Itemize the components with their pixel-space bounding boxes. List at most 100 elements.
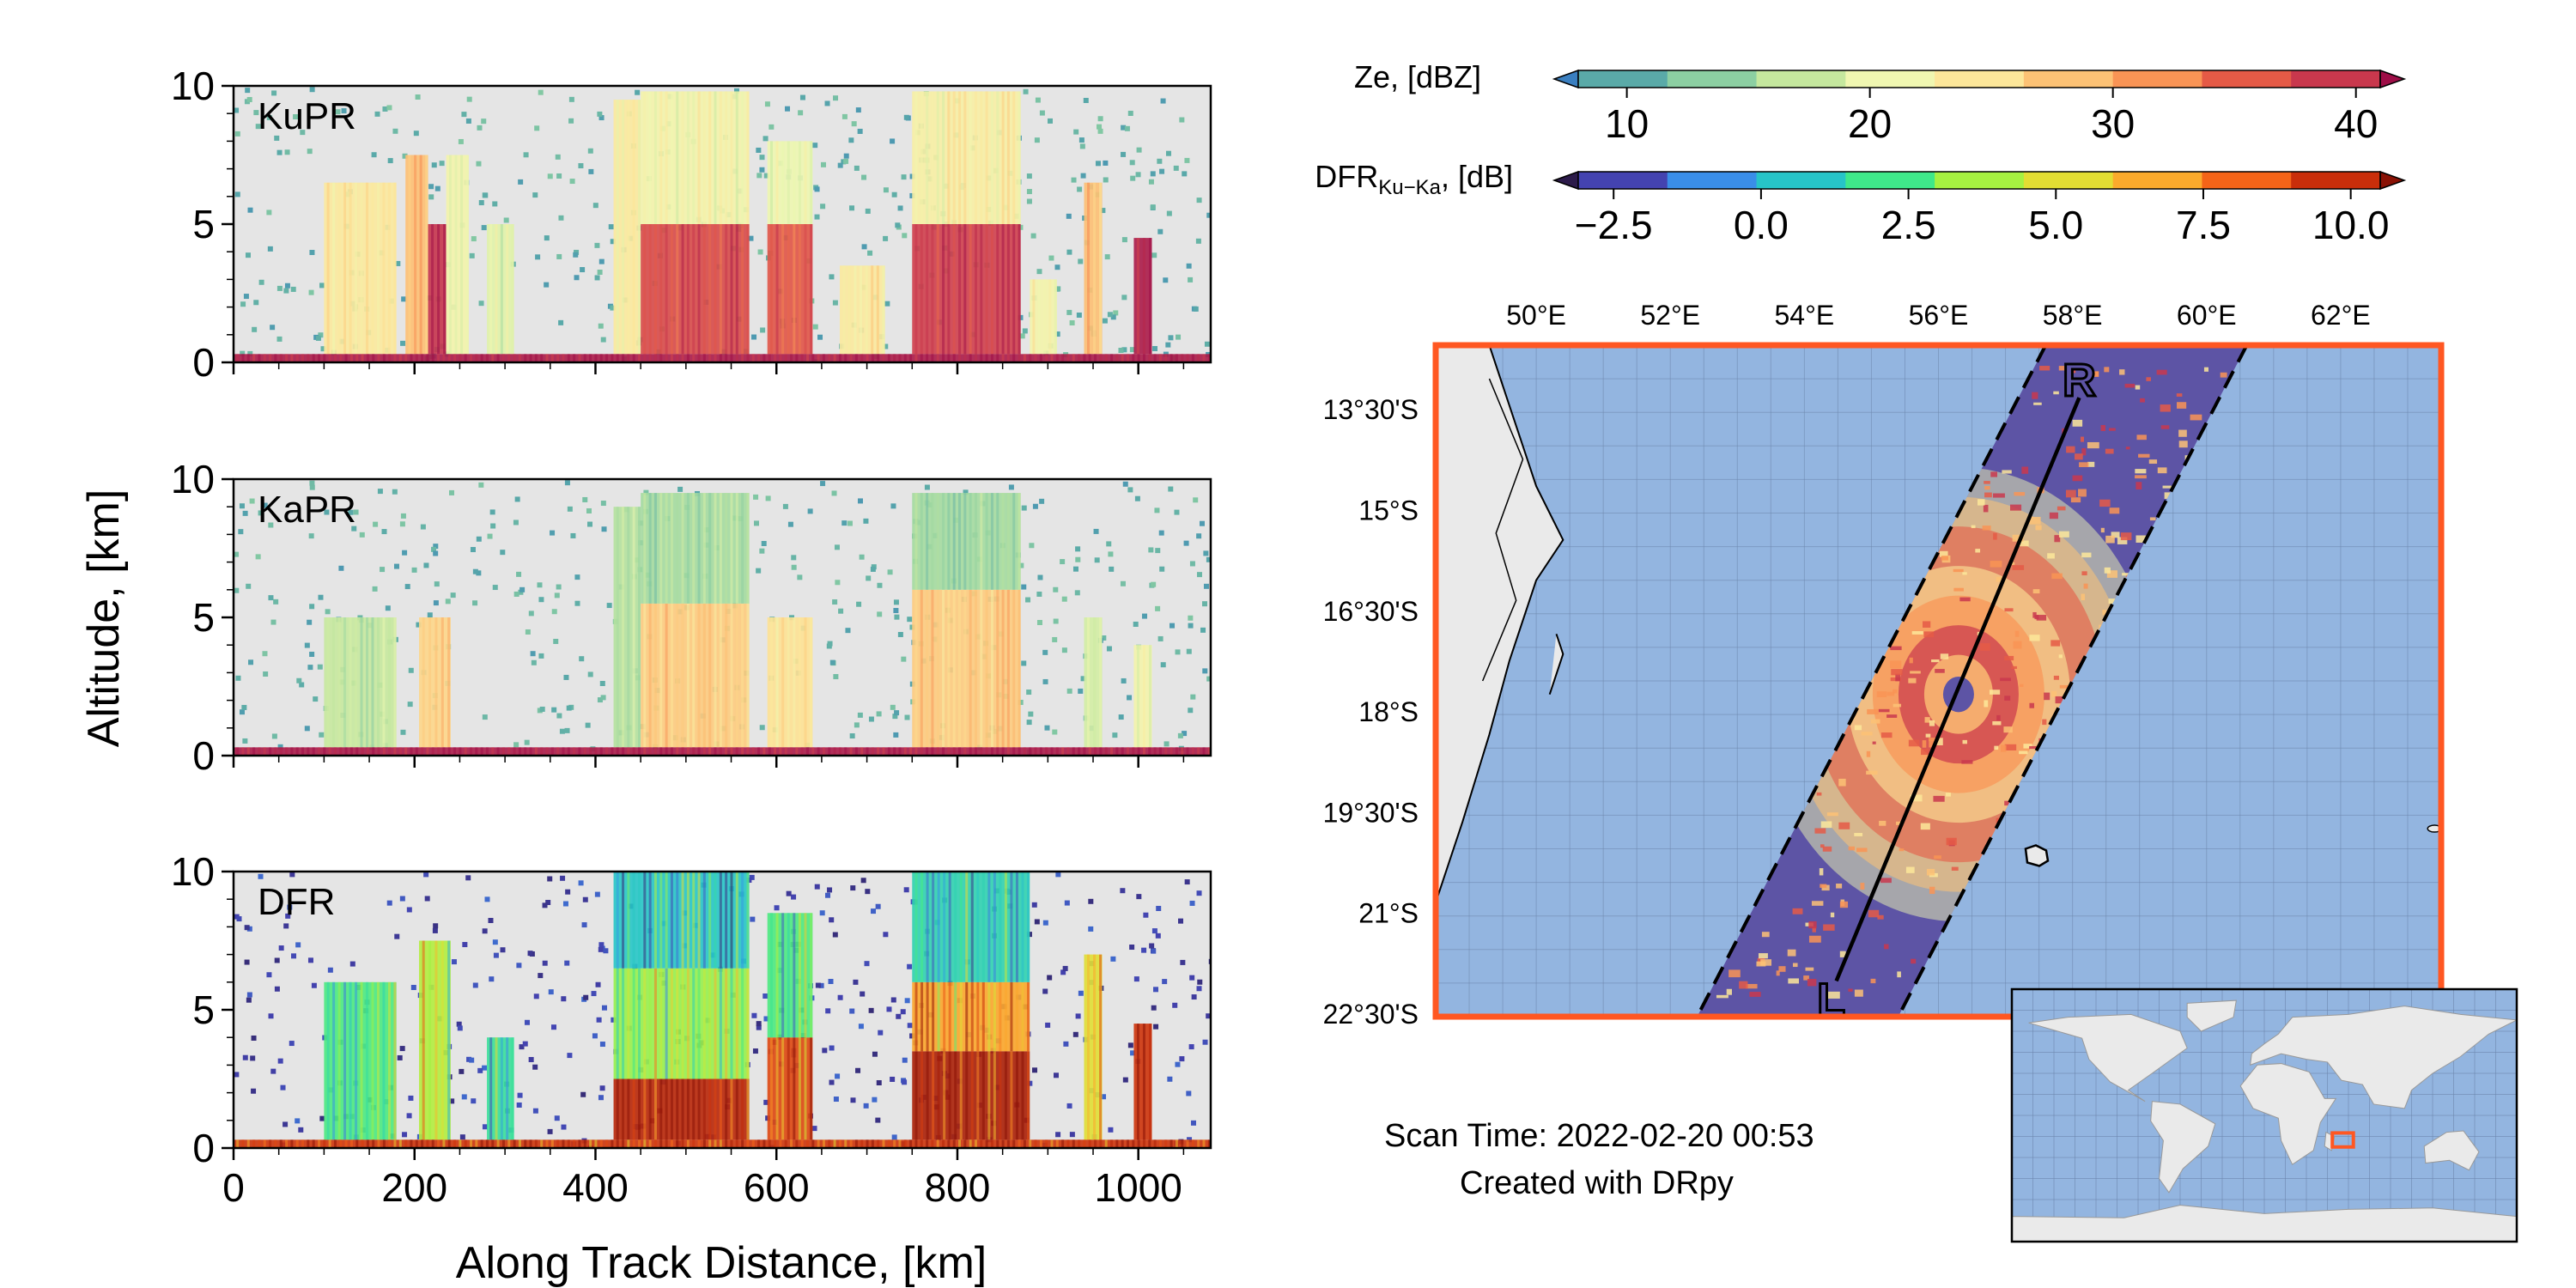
echo-pixel [1861, 732, 1873, 736]
streak [349, 354, 353, 362]
streak [339, 747, 343, 756]
streak [1121, 354, 1124, 362]
speckle [753, 520, 759, 526]
speckle [493, 952, 499, 958]
streak [914, 981, 918, 1052]
streak [1137, 1139, 1140, 1148]
speckle [643, 489, 649, 495]
echo-pixel [1908, 739, 1920, 747]
speckle [482, 714, 488, 720]
speckle [1026, 690, 1032, 696]
y-tick-label: 5 [192, 202, 215, 246]
speckle [1196, 986, 1202, 992]
echo-pixel [1982, 526, 1991, 531]
streak [328, 1139, 331, 1148]
streak [735, 1139, 738, 1148]
streak [1072, 1139, 1075, 1148]
speckle [492, 585, 498, 591]
speckle [1176, 334, 1182, 340]
streak [1012, 224, 1016, 355]
streak [947, 224, 951, 355]
speckle [565, 889, 571, 895]
speckle [851, 121, 857, 127]
colorbar-frame [1577, 171, 2381, 190]
speckle [1035, 97, 1041, 103]
streak [453, 747, 457, 756]
speckle [1163, 741, 1170, 747]
streak [1099, 747, 1103, 756]
speckle [428, 194, 434, 200]
streak [1121, 1139, 1124, 1148]
streak [1006, 91, 1010, 224]
echo-pixel [2042, 719, 2047, 726]
speckle [1196, 890, 1202, 896]
streak [366, 617, 369, 748]
speckle [290, 286, 296, 292]
streak [993, 1051, 996, 1140]
speckle [298, 1127, 304, 1133]
streak [676, 493, 679, 604]
speckle [386, 105, 392, 111]
speckle [246, 926, 252, 932]
streak [848, 265, 851, 355]
streak [1202, 747, 1206, 756]
speckle [551, 609, 557, 615]
streak [485, 354, 489, 362]
streak [810, 1037, 813, 1140]
streak [422, 940, 425, 1140]
streak [627, 872, 630, 969]
streak [372, 354, 375, 362]
speckle [568, 96, 574, 102]
data-cells [234, 872, 1211, 1148]
streak [751, 1139, 755, 1148]
streak [686, 747, 690, 756]
streak [676, 603, 679, 748]
streak [1202, 1139, 1206, 1148]
speckle [277, 1058, 283, 1064]
streak [871, 265, 874, 355]
streak [804, 141, 807, 224]
map-frame [1432, 342, 2445, 1020]
speckle [564, 960, 570, 966]
echo-pixel [1893, 689, 1898, 694]
streak [506, 224, 509, 355]
speckle [1175, 1061, 1181, 1067]
streak [920, 354, 923, 362]
streak [914, 1051, 918, 1140]
speckle [1045, 1022, 1051, 1028]
speckle [1075, 1013, 1081, 1019]
streak [480, 354, 483, 362]
echo-pixel [1929, 739, 1935, 748]
streak [307, 747, 310, 756]
streak [987, 981, 991, 1052]
streak [719, 603, 722, 748]
streak [1026, 1051, 1030, 1140]
streak [985, 91, 988, 224]
speckle [864, 961, 870, 967]
echo-pixel [1839, 901, 1849, 908]
streak [1093, 617, 1097, 748]
streak [459, 1139, 462, 1148]
streak [942, 224, 945, 355]
streak [980, 224, 983, 355]
streak [393, 1139, 397, 1148]
speckle [500, 550, 506, 556]
streak [1115, 1139, 1119, 1148]
speckle [1008, 484, 1014, 490]
speckle [291, 953, 297, 959]
speckle [534, 125, 540, 131]
echo-pixel [1910, 671, 1921, 674]
streak [800, 747, 804, 756]
streak [653, 968, 657, 1079]
echo-pixel [1886, 691, 1895, 696]
colorbar-segment [2023, 172, 2114, 189]
speckle [1188, 708, 1194, 714]
streak [993, 872, 996, 982]
speckle [1066, 309, 1072, 315]
speckle [837, 994, 843, 1000]
streak [382, 747, 386, 756]
speckle [843, 158, 849, 164]
speckle [1151, 948, 1157, 954]
speckle [594, 242, 600, 248]
speckle [242, 510, 248, 516]
